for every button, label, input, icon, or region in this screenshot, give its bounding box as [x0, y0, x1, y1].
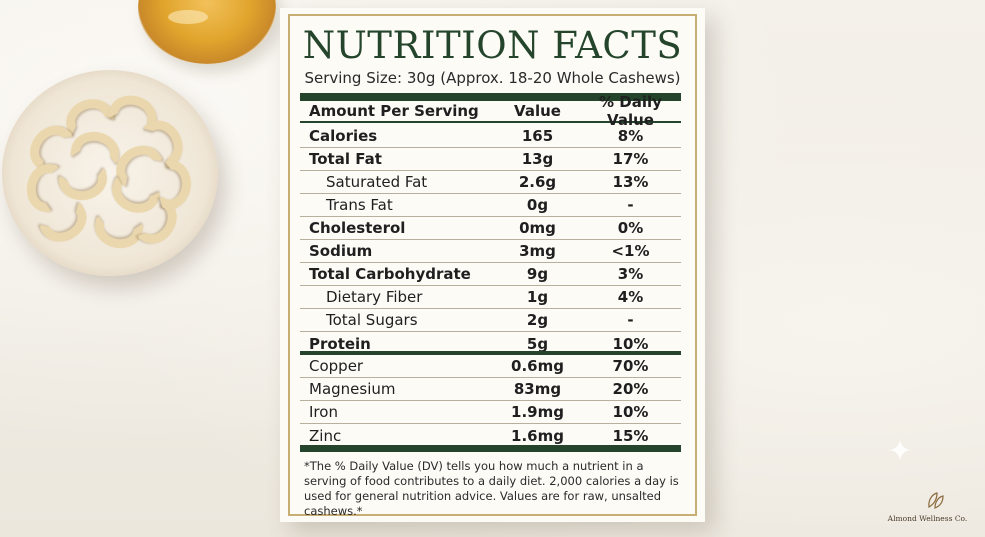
- nutrient-value: 2.6g: [518, 173, 557, 191]
- thick-divider: [300, 93, 681, 101]
- nutrient-name: Total Fat: [309, 150, 382, 168]
- medium-divider: [300, 351, 681, 355]
- daily-value-footnote: *The % Daily Value (DV) tells you how mu…: [304, 459, 679, 518]
- nutrient-daily-value: -: [627, 311, 634, 329]
- nutrient-daily-value: 13%: [612, 173, 649, 191]
- nutrient-row: Dietary Fiber 1g 4%: [300, 286, 681, 309]
- nutrient-name: Dietary Fiber: [326, 288, 423, 306]
- nutrient-value: 1.6mg: [511, 426, 564, 445]
- nutrient-daily-value: -: [627, 196, 634, 214]
- nutrient-name: Magnesium: [309, 380, 396, 398]
- cashew-image: [91, 214, 145, 252]
- nutrient-name: Sodium: [309, 242, 373, 260]
- nutrient-daily-value: 3%: [617, 265, 644, 283]
- serving-size: Serving Size: 30g (Approx. 18-20 Whole C…: [304, 69, 681, 87]
- nutrient-daily-value: 70%: [612, 357, 649, 375]
- nutrient-value: 9g: [526, 265, 549, 283]
- header-value: Value: [514, 102, 561, 120]
- nutrition-title: NUTRITION FACTS: [302, 24, 683, 67]
- nutrient-name: Cholesterol: [309, 219, 406, 237]
- header-amount: Amount Per Serving: [309, 102, 479, 120]
- nutrient-daily-value: 20%: [612, 380, 649, 398]
- nutrient-rows: Calories 165 8% Total Fat 13g 17% Saturated Fa…: [300, 125, 681, 355]
- nutrient-value: 13g: [521, 150, 554, 168]
- nutrient-name: Total Sugars: [326, 311, 418, 329]
- table-header: Amount Per Serving Value % Daily Value: [300, 93, 681, 129]
- nutrient-value: 5g: [526, 334, 549, 353]
- nutrient-daily-value: 8%: [617, 127, 644, 145]
- sparkle-icon: ✦: [887, 434, 913, 469]
- mineral-rows: Copper 0.6mg 70% Magnesium 83mg 20% Iron 1.9mg 1…: [300, 355, 681, 447]
- nutrient-daily-value: 15%: [612, 426, 649, 445]
- nutrient-name: Zinc: [309, 426, 342, 445]
- cashew-image: [23, 160, 61, 214]
- nutrient-row: Total Fat 13g 17%: [300, 148, 681, 171]
- nutrient-name: Saturated Fat: [326, 173, 428, 191]
- card-gold-frame: [288, 14, 697, 516]
- mineral-row: Zinc 1.6mg 15%: [300, 424, 681, 447]
- nutrient-daily-value: 17%: [612, 150, 649, 168]
- brand-name: Almond Wellness Co.: [887, 514, 968, 523]
- nutrient-value: 0.6mg: [511, 357, 564, 375]
- nutrient-value: 1.9mg: [511, 403, 564, 421]
- nutrient-daily-value: 10%: [612, 334, 649, 353]
- nutrient-value: 0mg: [519, 219, 556, 237]
- header-daily-value: % Daily Value: [599, 93, 662, 129]
- nutrient-row: Total Carbohydrate 9g 3%: [300, 263, 681, 286]
- nutrient-row: Saturated Fat 2.6g 13%: [300, 171, 681, 194]
- mineral-row: Copper 0.6mg 70%: [300, 355, 681, 378]
- nutrient-row: Trans Fat 0g -: [300, 194, 681, 217]
- nutrient-name: Copper: [309, 357, 364, 375]
- thick-divider: [300, 445, 681, 452]
- almond-leaf-icon: [928, 492, 944, 509]
- nutrient-value: 1g: [526, 288, 549, 306]
- nutrient-row: Cholesterol 0mg 0%: [300, 217, 681, 240]
- nutrient-value: 2g: [526, 311, 549, 329]
- nutrient-value: 0g: [526, 196, 549, 214]
- nutrient-value: 165: [521, 127, 554, 145]
- nutrient-name: Trans Fat: [326, 196, 393, 214]
- nutrient-name: Iron: [309, 403, 338, 421]
- nutrient-row: Calories 165 8%: [300, 125, 681, 148]
- nutrient-row: Total Sugars 2g -: [300, 309, 681, 332]
- cashew-image: [57, 166, 111, 204]
- nutrient-value: 83mg: [513, 380, 562, 398]
- nutrient-name: Total Carbohydrate: [309, 265, 471, 283]
- nutrition-facts-card: NUTRITION FACTS Serving Size: 30g (Appro…: [280, 8, 705, 522]
- cashew-bowl-image: [2, 70, 218, 276]
- mineral-row: Iron 1.9mg 10%: [300, 401, 681, 424]
- nutrient-daily-value: 10%: [612, 403, 649, 421]
- nutrient-daily-value: 0%: [617, 219, 644, 237]
- nutrient-row: Protein 5g 10%: [300, 332, 681, 355]
- nutrient-value: 3mg: [519, 242, 556, 260]
- nutrient-name: Calories: [309, 127, 378, 145]
- nutrient-daily-value: 4%: [617, 288, 644, 306]
- mineral-row: Magnesium 83mg 20%: [300, 378, 681, 401]
- nutrient-row: Sodium 3mg <1%: [300, 240, 681, 263]
- nutrient-daily-value: <1%: [611, 242, 650, 260]
- nutrient-name: Protein: [309, 334, 371, 353]
